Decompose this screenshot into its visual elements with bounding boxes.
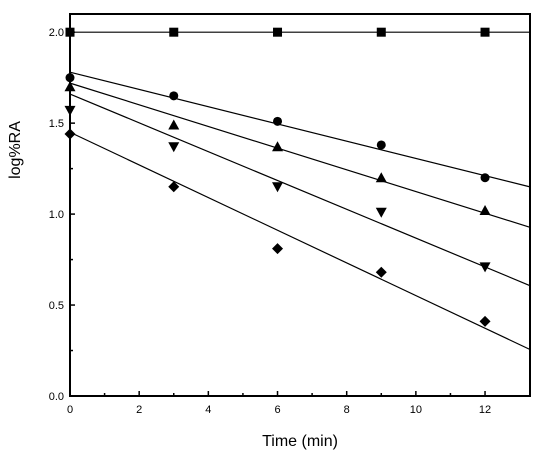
marker-diamond	[479, 315, 491, 327]
marker-diamond	[168, 181, 180, 193]
marker-triangle-up	[272, 141, 284, 152]
x-tick-label: 4	[205, 404, 211, 416]
marker-circle	[376, 140, 386, 150]
marker-triangle-down	[479, 262, 491, 273]
marker-square	[169, 27, 179, 37]
y-tick-label: 0.5	[49, 300, 64, 312]
x-tick-label: 8	[344, 404, 350, 416]
y-tick-label: 0.0	[49, 391, 64, 403]
marker-circle	[169, 91, 179, 101]
x-tick-label: 0	[67, 404, 73, 416]
x-axis-title: Time (min)	[262, 433, 338, 450]
marker-triangle-up	[168, 119, 180, 130]
marker-triangle-up	[479, 204, 491, 215]
fit-line-triangle-up	[69, 82, 531, 228]
x-tick-label: 10	[410, 404, 422, 416]
fit-lines-layer	[69, 31, 531, 351]
marker-triangle-up	[375, 172, 387, 183]
y-tick-label: 1.0	[49, 209, 64, 221]
marker-diamond	[375, 266, 387, 278]
x-tick-label: 2	[136, 404, 142, 416]
y-tick-label: 1.5	[49, 118, 64, 130]
marker-triangle-down	[272, 182, 284, 193]
ticks-layer: 0 2 4 6 8 10 12 0.0 0.5 1.0 1.5 2.0	[49, 27, 491, 416]
x-tick-label: 12	[479, 404, 491, 416]
marker-triangle-down	[168, 142, 180, 153]
fit-line-triangle-down	[69, 93, 531, 287]
fit-line-circle	[69, 71, 531, 188]
x-tick-label: 6	[274, 404, 280, 416]
marker-square	[273, 27, 283, 37]
marker-circle	[480, 173, 490, 183]
marker-circle	[273, 116, 283, 126]
marker-square	[376, 27, 386, 37]
y-tick-label: 2.0	[49, 27, 64, 39]
markers-layer	[64, 27, 491, 327]
marker-diamond	[272, 243, 284, 255]
marker-square	[480, 27, 490, 37]
fit-line-diamond	[69, 131, 531, 351]
marker-triangle-down	[375, 207, 387, 218]
plot-frame	[69, 13, 531, 397]
y-axis-title: log%RA	[7, 121, 24, 179]
axes-layer	[69, 13, 531, 397]
